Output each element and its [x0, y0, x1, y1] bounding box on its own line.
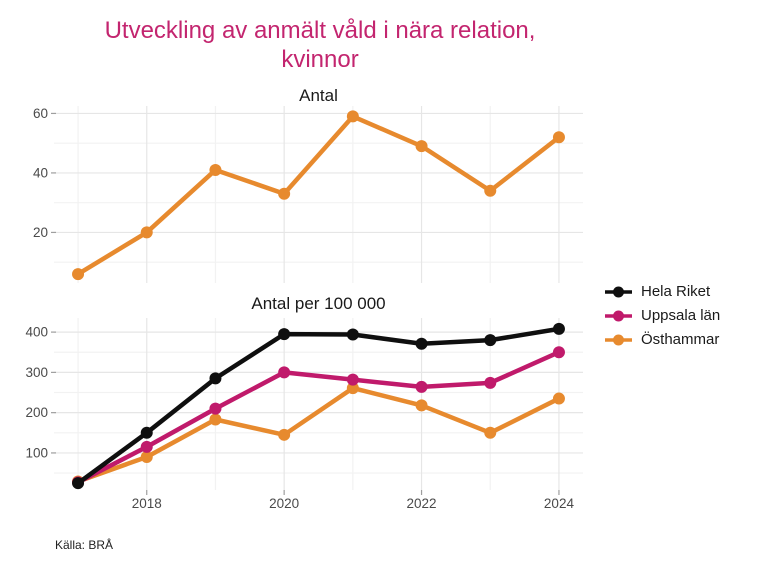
series-line--sthammar: [75, 385, 562, 484]
data-point: [209, 402, 222, 415]
y-tick-label: 100: [25, 445, 48, 460]
data-point: [72, 268, 85, 281]
y-tick-label: 60: [33, 106, 48, 121]
legend-item-osthammar: Östhammar: [605, 331, 720, 348]
data-point: [140, 450, 153, 463]
data-point: [278, 366, 291, 379]
data-point: [140, 226, 153, 239]
x-tick-label: 2018: [132, 496, 162, 511]
legend-item-hela-riket: Hela Riket: [605, 283, 720, 300]
data-point: [484, 376, 497, 389]
legend: Hela Riket Uppsala län Östhammar: [605, 283, 720, 348]
data-point: [278, 428, 291, 441]
data-point: [346, 328, 359, 341]
data-point: [415, 380, 428, 393]
y-tick-label: 40: [33, 165, 48, 180]
y-tick-label: 20: [33, 225, 48, 240]
data-point: [140, 426, 153, 439]
x-tick-label: 2022: [407, 496, 437, 511]
data-point: [484, 184, 497, 197]
line-point-marker-icon: [605, 334, 632, 345]
data-point: [209, 413, 222, 426]
data-point: [552, 322, 565, 335]
data-point: [415, 140, 428, 153]
y-tick-label: 200: [25, 405, 48, 420]
chart-title: Utveckling av anmält våld i nära relatio…: [104, 17, 536, 74]
x-tick-label: 2020: [269, 496, 299, 511]
data-point: [484, 334, 497, 347]
legend-label: Uppsala län: [641, 307, 721, 324]
series-line-hela-riket: [75, 326, 562, 486]
x-tick-label: 2024: [544, 496, 575, 511]
data-point: [278, 187, 291, 200]
data-point: [72, 477, 85, 490]
panel-title-antal-per-100000: Antal per 100 000: [251, 294, 386, 313]
legend-label: Östhammar: [641, 331, 720, 348]
data-point: [552, 346, 565, 359]
source-caption: Källa: BRÅ: [55, 538, 114, 552]
data-point: [209, 372, 222, 385]
data-point: [484, 426, 497, 439]
line-point-marker-icon: [605, 286, 632, 297]
data-point: [415, 399, 428, 412]
data-point: [415, 337, 428, 350]
panel-title-antal: Antal: [299, 86, 338, 105]
series-line--sthammar: [75, 114, 562, 277]
data-point: [346, 110, 359, 123]
line-point-marker-icon: [605, 310, 632, 321]
data-point: [552, 392, 565, 405]
legend-item-uppsala-lan: Uppsala län: [605, 307, 720, 324]
y-tick-label: 400: [25, 325, 48, 340]
data-point: [209, 163, 222, 176]
data-point: [552, 131, 565, 144]
data-point: [278, 328, 291, 341]
legend-label: Hela Riket: [641, 283, 711, 300]
data-point: [346, 382, 359, 395]
data-point: [140, 440, 153, 453]
data-point: [346, 373, 359, 386]
series-line-uppsala-l-n: [75, 349, 562, 485]
y-tick-label: 300: [25, 365, 48, 380]
